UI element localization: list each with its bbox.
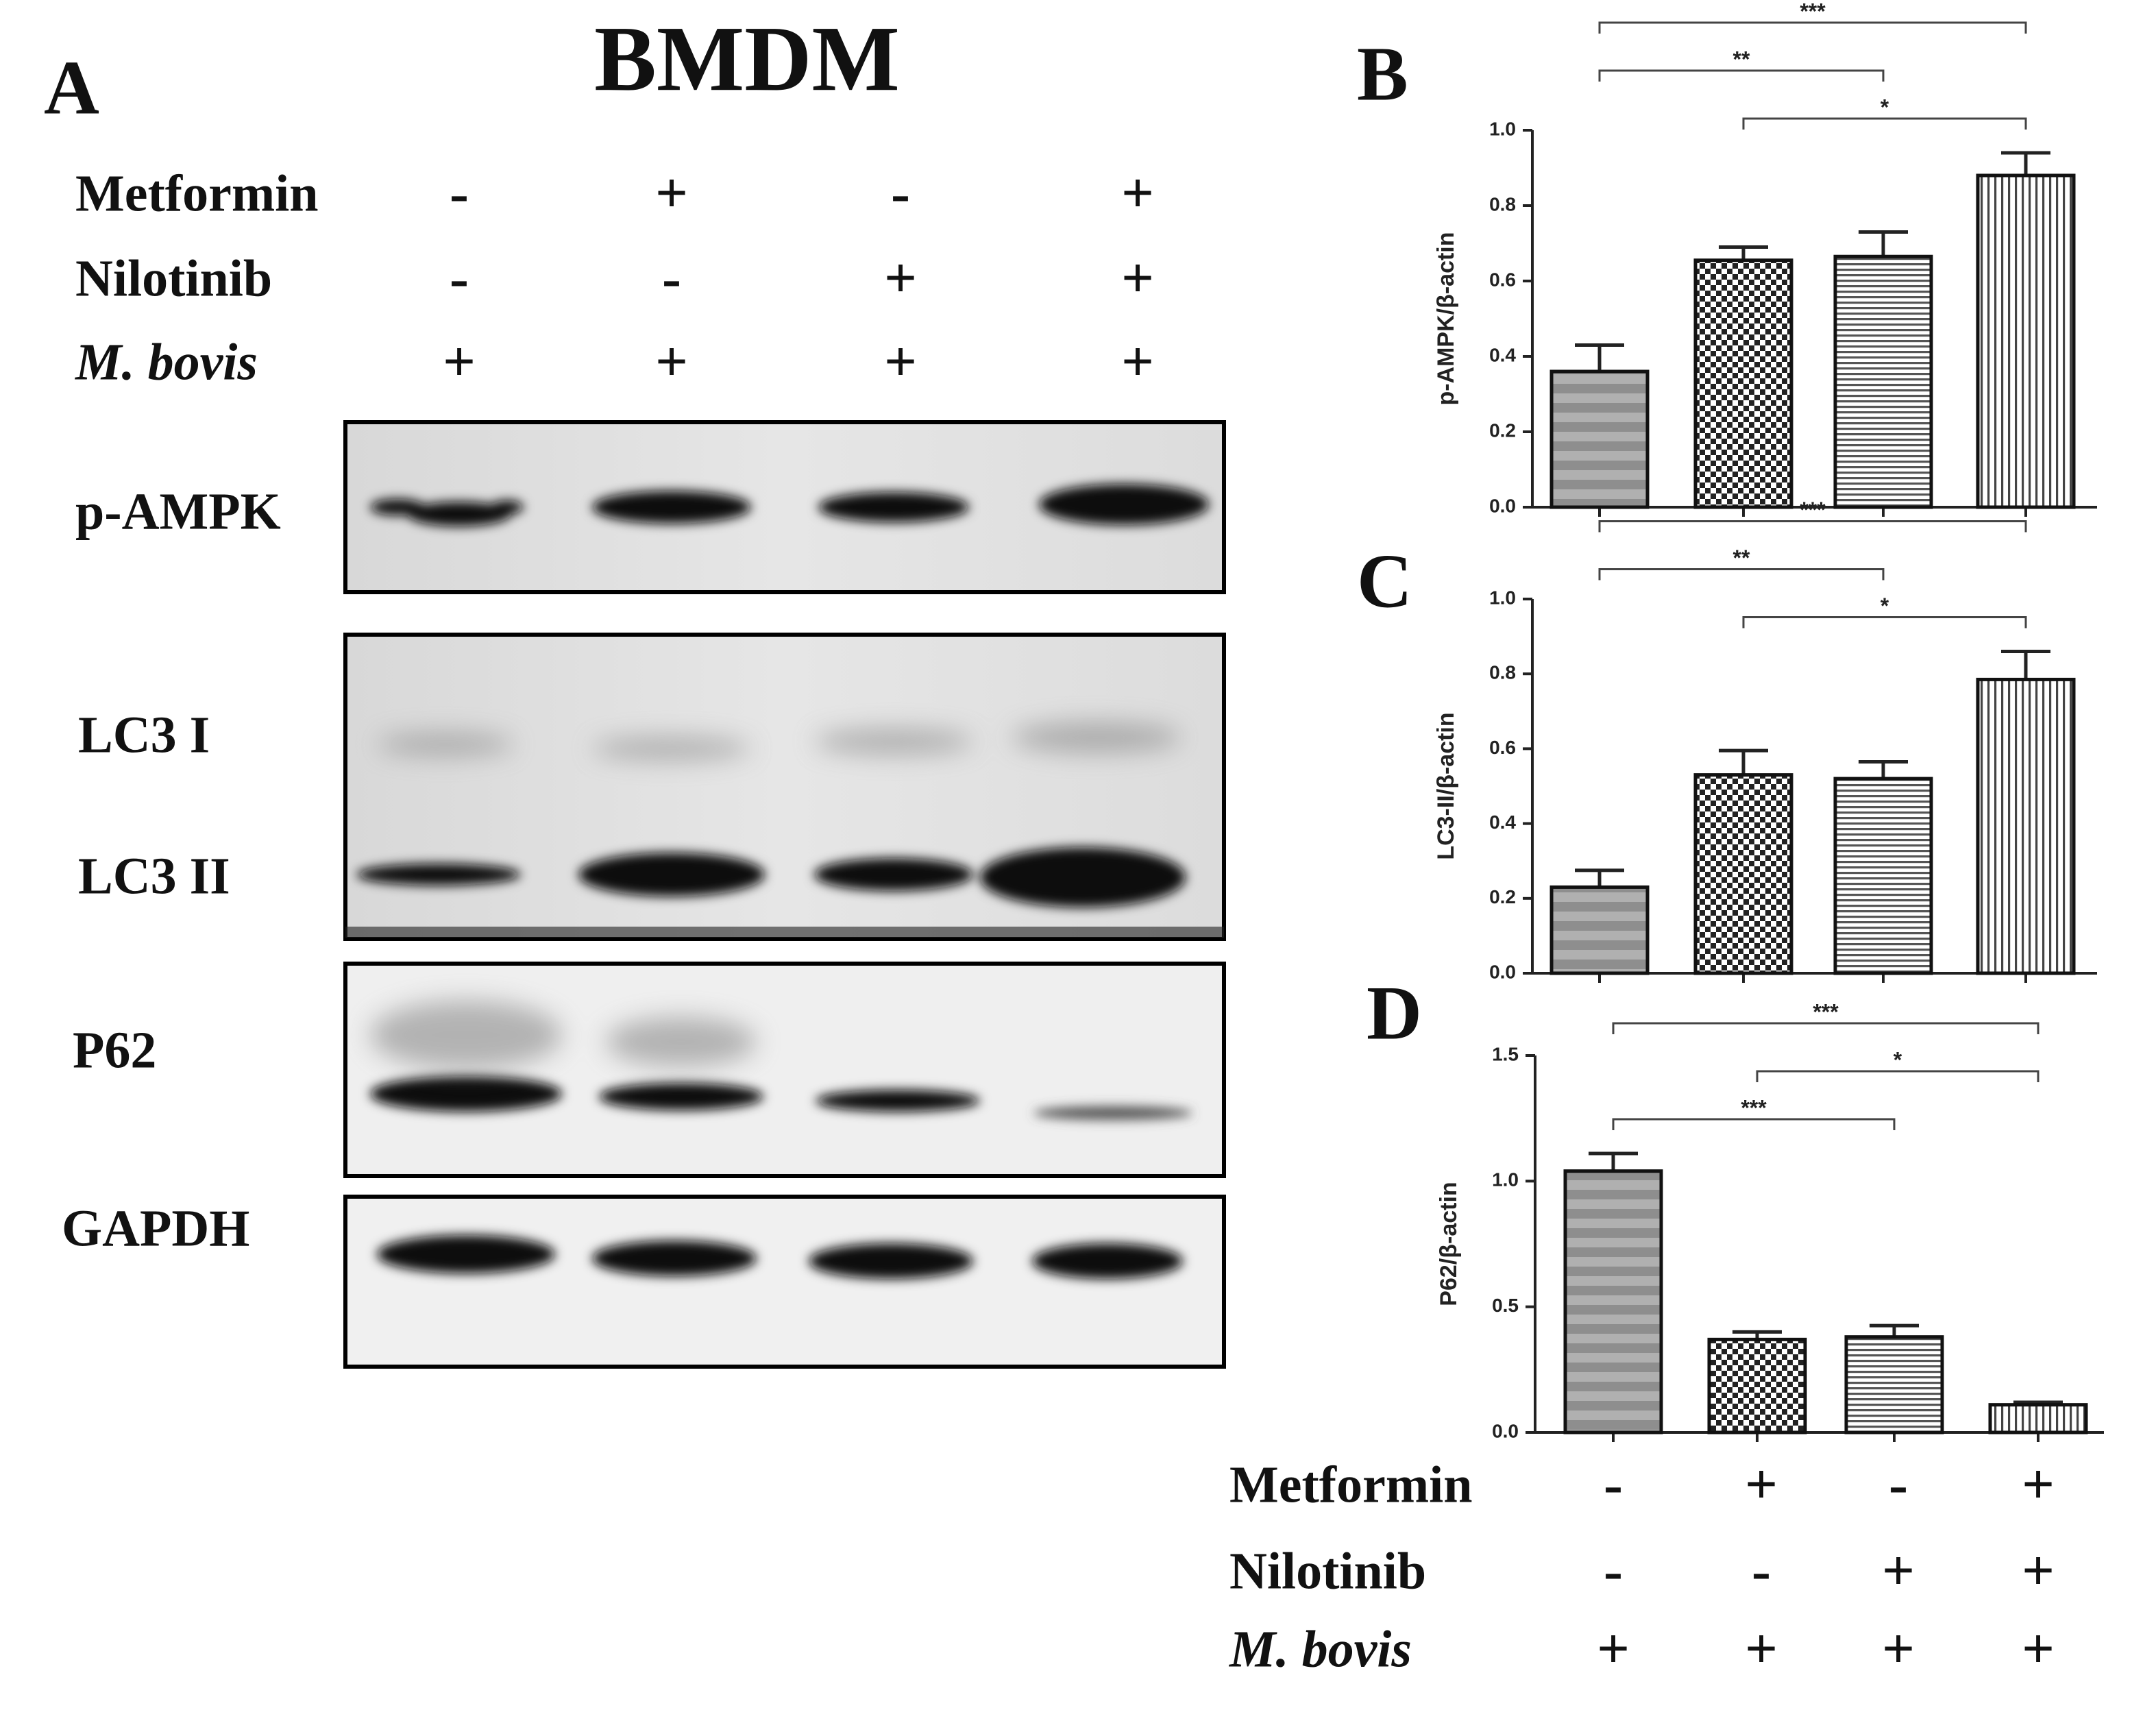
significance-bracket — [1598, 21, 2027, 34]
y-tick-label: 1.5 — [1492, 1043, 1519, 1064]
condition-sign: + — [1882, 1539, 1915, 1602]
y-tick-label: 0.6 — [1489, 269, 1516, 290]
condition-sign: + — [1745, 1617, 1778, 1681]
significance-bracket — [1612, 1022, 2039, 1034]
condition-sign: + — [655, 330, 688, 393]
bar — [1693, 773, 1793, 975]
condition-sign: + — [1882, 1617, 1915, 1681]
condition-sign: + — [1597, 1617, 1630, 1681]
y-tick-label: 0.0 — [1489, 495, 1516, 516]
bar — [1833, 777, 1933, 975]
y-axis-label: LC3-II/β-actin — [1433, 712, 1459, 859]
y-tick-label: 0.2 — [1489, 886, 1516, 907]
bar — [1833, 254, 1933, 509]
y-tick-label: 0.4 — [1489, 811, 1516, 833]
condition-sign: - — [1604, 1452, 1623, 1516]
y-tick-label: 0.8 — [1489, 193, 1516, 215]
condition-label: Metformin — [75, 164, 319, 222]
significance-bracket — [1742, 615, 2027, 628]
condition-sign: - — [450, 246, 469, 310]
bar — [1976, 677, 2076, 975]
significance-label: *** — [1800, 498, 1826, 522]
significance-label: *** — [1741, 1095, 1767, 1120]
bar — [1988, 1403, 2088, 1434]
condition-label: M. bovis — [75, 333, 258, 391]
bar — [1549, 369, 1650, 509]
condition-sign: - — [1752, 1539, 1771, 1602]
condition-sign: + — [884, 246, 917, 310]
band-label: LC3 II — [78, 847, 230, 905]
condition-sign: + — [1121, 246, 1154, 310]
significance-label: * — [1881, 95, 1889, 119]
bar — [1563, 1169, 1663, 1434]
y-tick-label: 0.2 — [1489, 419, 1516, 441]
condition-sign: - — [450, 161, 469, 225]
condition-label: Nilotinib — [75, 249, 272, 307]
bar — [1707, 1337, 1807, 1434]
significance-label: *** — [1800, 0, 1826, 23]
significance-bracket — [1598, 567, 1885, 581]
significance-bracket — [1598, 520, 2027, 533]
significance-label: * — [1881, 594, 1889, 618]
condition-sign: + — [655, 161, 688, 225]
condition-label: M. bovis — [1229, 1620, 1412, 1678]
band-label: LC3 I — [78, 706, 210, 764]
bar — [1976, 173, 2076, 509]
condition-sign: + — [2022, 1539, 2055, 1602]
significance-label: *** — [1813, 999, 1839, 1024]
bar — [1549, 885, 1650, 975]
condition-sign: + — [1121, 161, 1154, 225]
y-tick-label: 1.0 — [1489, 587, 1516, 608]
condition-sign: - — [1604, 1539, 1623, 1602]
condition-sign: + — [1745, 1452, 1778, 1516]
y-tick-label: 1.0 — [1492, 1169, 1519, 1190]
panel-letter: C — [1357, 539, 1412, 624]
condition-sign: - — [662, 246, 681, 310]
significance-label: * — [1894, 1047, 1902, 1072]
significance-bracket — [1612, 1118, 1896, 1130]
y-tick-label: 0.0 — [1489, 961, 1516, 982]
condition-sign: + — [884, 330, 917, 393]
condition-sign: + — [2022, 1452, 2055, 1516]
condition-sign: - — [1889, 1452, 1908, 1516]
significance-bracket — [1756, 1070, 2039, 1082]
significance-label: ** — [1733, 47, 1750, 71]
condition-sign: + — [443, 330, 476, 393]
condition-label: Metformin — [1229, 1456, 1473, 1513]
significance-bracket — [1598, 69, 1885, 82]
condition-sign: - — [891, 161, 910, 225]
y-tick-label: 0.0 — [1492, 1420, 1519, 1441]
panel-title: BMDM — [594, 8, 900, 110]
significance-bracket — [1742, 117, 2027, 130]
y-tick-label: 1.0 — [1489, 118, 1516, 139]
y-tick-label: 0.8 — [1489, 662, 1516, 683]
panel-letter: A — [44, 46, 99, 131]
significance-label: ** — [1733, 546, 1750, 570]
bar — [1844, 1335, 1944, 1434]
condition-sign: + — [2022, 1617, 2055, 1681]
panel-letter: B — [1357, 32, 1408, 117]
condition-label: Nilotinib — [1229, 1542, 1426, 1600]
band-label: p-AMPK — [75, 483, 281, 540]
y-tick-label: 0.6 — [1489, 737, 1516, 758]
condition-sign: + — [1121, 330, 1154, 393]
y-axis-label: p-AMPK/β-actin — [1433, 232, 1459, 405]
y-axis-label: P62/β-actin — [1436, 1182, 1462, 1306]
bar — [1693, 258, 1793, 509]
band-label: P62 — [73, 1021, 156, 1079]
blot-images — [343, 420, 1226, 1369]
band-label: GAPDH — [62, 1199, 249, 1257]
y-tick-label: 0.5 — [1492, 1295, 1519, 1316]
panel-letter: D — [1367, 971, 1422, 1056]
y-tick-label: 0.4 — [1489, 344, 1516, 365]
